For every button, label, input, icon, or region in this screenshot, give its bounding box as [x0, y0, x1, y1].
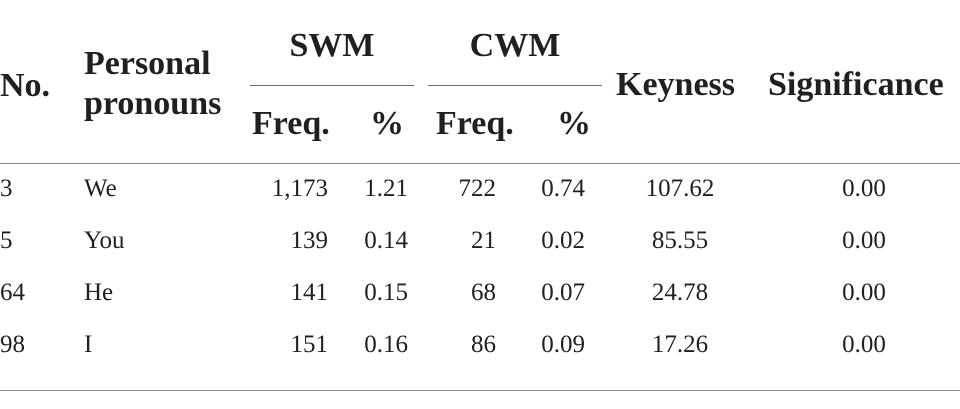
row-no: 3: [0, 175, 13, 202]
row-swm-percent: 0.16: [364, 331, 408, 358]
row-pronoun: I: [84, 331, 93, 358]
row-swm-percent: 0.14: [364, 227, 408, 254]
header-personal: Personal: [84, 45, 211, 82]
header-swm-freq: Freq.: [252, 105, 330, 142]
row-swm-percent: 0.15: [364, 279, 408, 306]
row-swm-freq: 141: [290, 279, 329, 306]
row-no: 5: [0, 227, 13, 254]
row-keyness: 17.26: [651, 331, 709, 358]
row-significance: 0.00: [842, 331, 886, 358]
header-significance: Significance: [768, 66, 944, 103]
row-no: 98: [0, 331, 25, 358]
row-swm-freq: 139: [290, 227, 329, 254]
row-cwm-percent: 0.74: [541, 175, 585, 202]
header-cwm-freq: Freq.: [436, 105, 514, 142]
row-significance: 0.00: [842, 227, 886, 254]
header-no: No.: [0, 67, 51, 104]
row-pronoun: You: [84, 227, 125, 254]
row-significance: 0.00: [842, 175, 886, 202]
row-cwm-percent: 0.07: [541, 279, 585, 306]
row-cwm-freq: 86: [471, 331, 496, 358]
row-swm-freq: 151: [290, 331, 329, 358]
row-cwm-freq: 21: [471, 227, 496, 254]
header-swm: SWM: [289, 27, 375, 64]
header-divider: [0, 163, 960, 164]
row-keyness: 85.55: [651, 227, 709, 254]
row-swm-freq: 1,173: [271, 175, 328, 202]
row-significance: 0.00: [842, 279, 886, 306]
row-keyness: 107.62: [645, 175, 715, 202]
table-bottom-rule: [0, 390, 960, 391]
header-keyness: Keyness: [616, 66, 735, 103]
swm-underline: [250, 85, 414, 86]
row-cwm-percent: 0.09: [541, 331, 585, 358]
header-cwm-percent: %: [557, 105, 591, 142]
row-cwm-freq: 68: [471, 279, 496, 306]
row-swm-percent: 1.21: [364, 175, 408, 202]
row-keyness: 24.78: [651, 279, 709, 306]
header-swm-percent: %: [370, 105, 404, 142]
row-pronoun: We: [84, 175, 117, 202]
header-cwm: CWM: [469, 27, 561, 64]
row-cwm-percent: 0.02: [541, 227, 585, 254]
row-no: 64: [0, 279, 25, 306]
cwm-underline: [428, 85, 602, 86]
header-pronouns: pronouns: [84, 85, 222, 122]
row-pronoun: He: [84, 279, 114, 306]
row-cwm-freq: 722: [458, 175, 497, 202]
